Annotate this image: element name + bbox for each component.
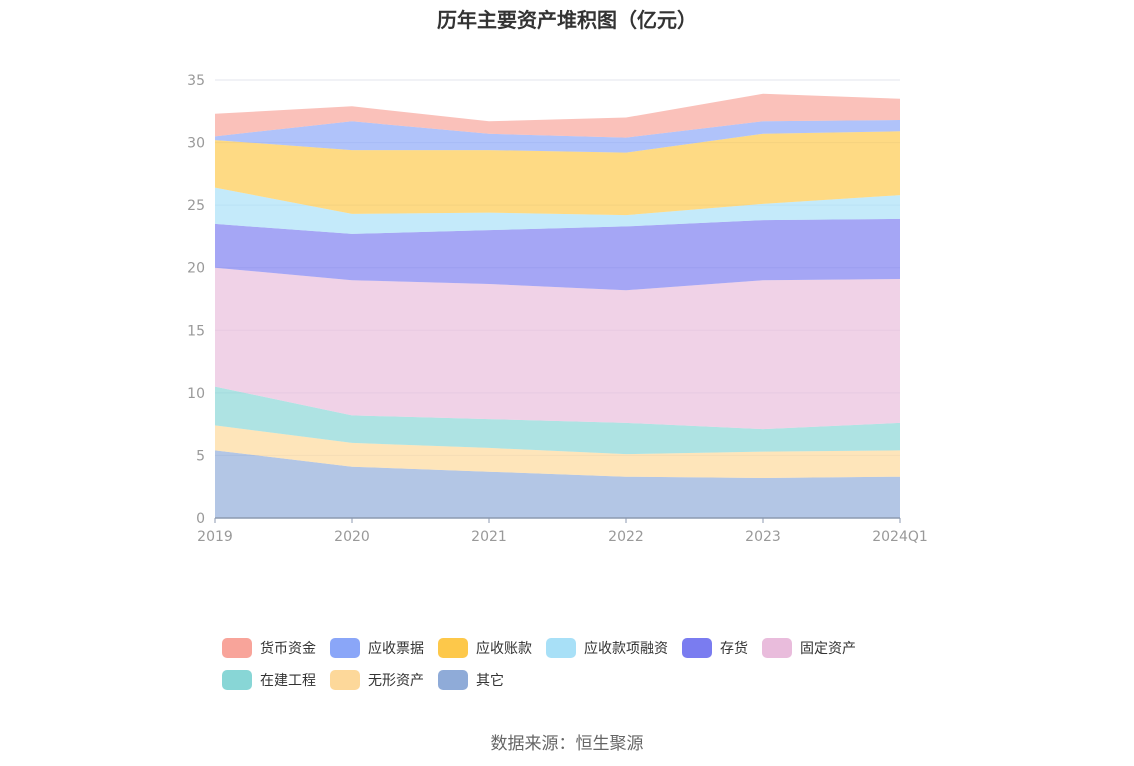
y-tick-label: 30 bbox=[187, 136, 205, 152]
legend-item[interactable]: 无形资产 bbox=[330, 670, 424, 690]
area-series-3 bbox=[215, 386, 900, 455]
y-tick-label: 35 bbox=[187, 73, 205, 89]
area-series-4 bbox=[215, 267, 900, 430]
legend-label: 其它 bbox=[476, 673, 504, 689]
legend-swatch bbox=[222, 670, 252, 690]
x-tick-label: 2020 bbox=[334, 529, 370, 545]
legend-swatch bbox=[438, 670, 468, 690]
legend-swatch bbox=[546, 638, 576, 658]
y-tick-label: 10 bbox=[187, 386, 205, 402]
area-series-9 bbox=[215, 93, 900, 138]
legend-swatch bbox=[330, 670, 360, 690]
area-series-2 bbox=[215, 425, 900, 478]
legend-label: 应收账款 bbox=[476, 641, 532, 657]
y-tick-label: 0 bbox=[196, 511, 205, 527]
legend-item[interactable]: 货币资金 bbox=[222, 638, 316, 658]
legend-label: 无形资产 bbox=[368, 673, 424, 689]
y-tick-label: 15 bbox=[187, 323, 205, 339]
legend-item[interactable]: 应收款项融资 bbox=[546, 638, 668, 658]
legend-label: 货币资金 bbox=[260, 641, 316, 657]
legend-swatch bbox=[222, 638, 252, 658]
axes: 0 5 10 15 20 25 30 35 2019 2020 2021 2022 2023 2024Q1 bbox=[187, 73, 928, 545]
chart-title: 历年主要资产堆积图（亿元） bbox=[437, 8, 697, 32]
area-series-8 bbox=[215, 120, 900, 153]
legend-item[interactable]: 应收票据 bbox=[330, 638, 424, 658]
legend-label: 固定资产 bbox=[800, 641, 856, 657]
legend-label: 在建工程 bbox=[260, 673, 316, 689]
legend-item[interactable]: 应收账款 bbox=[438, 638, 532, 658]
y-tick-label: 20 bbox=[187, 261, 205, 277]
x-tick-label: 2019 bbox=[197, 529, 233, 545]
x-tick-label: 2021 bbox=[471, 529, 507, 545]
y-tick-label: 5 bbox=[196, 448, 205, 464]
data-source: 数据来源：恒生聚源 bbox=[490, 734, 644, 754]
legend-swatch bbox=[762, 638, 792, 658]
area-series-6 bbox=[215, 187, 900, 234]
area-series bbox=[215, 93, 900, 518]
x-tick-label: 2024Q1 bbox=[872, 529, 928, 545]
legend-swatch bbox=[330, 638, 360, 658]
legend-item[interactable]: 在建工程 bbox=[222, 670, 316, 690]
legend-swatch bbox=[438, 638, 468, 658]
legend: 货币资金 应收票据 应收账款 应收款项融资 存货 固定资产在建工程 无形资产 其它 bbox=[222, 632, 942, 696]
legend-label: 应收款项融资 bbox=[584, 641, 668, 657]
legend-item[interactable]: 固定资产 bbox=[762, 638, 856, 658]
area-series-5 bbox=[215, 218, 900, 291]
legend-swatch bbox=[682, 638, 712, 658]
area-series-7 bbox=[215, 131, 900, 216]
x-tick-label: 2023 bbox=[745, 529, 781, 545]
y-tick-label: 25 bbox=[187, 198, 205, 214]
legend-label: 存货 bbox=[720, 641, 748, 657]
legend-row: 货币资金 应收票据 应收账款 应收款项融资 存货 固定资产 bbox=[222, 632, 942, 664]
legend-row: 在建工程 无形资产 其它 bbox=[222, 664, 942, 696]
x-tick-label: 2022 bbox=[608, 529, 644, 545]
legend-label: 应收票据 bbox=[368, 641, 424, 657]
legend-item[interactable]: 存货 bbox=[682, 638, 748, 658]
area-series-1 bbox=[215, 450, 900, 518]
legend-item[interactable]: 其它 bbox=[438, 670, 504, 690]
